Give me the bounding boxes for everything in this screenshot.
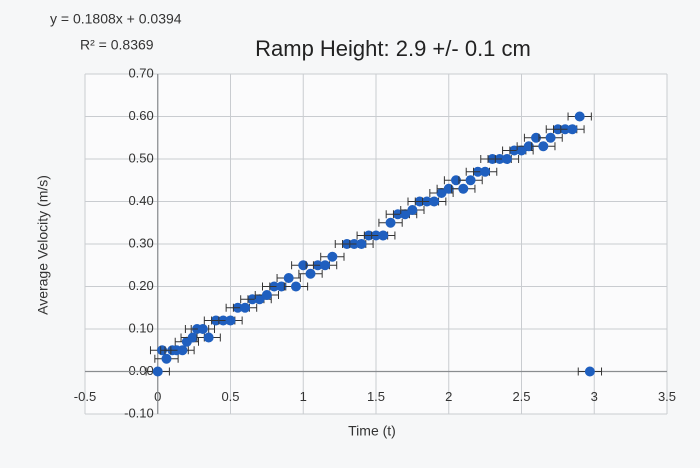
- data-point: [407, 205, 418, 215]
- data-point: [429, 196, 440, 207]
- data-point: [203, 332, 214, 343]
- y-tick-label: 0.30: [128, 235, 153, 250]
- x-tick-label: 1: [300, 389, 307, 404]
- y-tick-label: 0.40: [128, 193, 153, 208]
- x-axis-title: Time (t): [348, 423, 396, 439]
- data-point: [197, 324, 208, 334]
- y-tick-label: 0.70: [128, 65, 153, 80]
- y-tick-label: 0.50: [128, 150, 153, 165]
- data-point: [327, 251, 338, 262]
- data-point: [378, 230, 389, 241]
- x-tick-label: 2: [445, 389, 452, 404]
- chart-title: Ramp Height: 2.9 +/- 0.1 cm: [255, 36, 531, 61]
- data-point: [356, 239, 367, 249]
- x-tick-label: 3.5: [658, 389, 676, 404]
- y-tick-label: 0.00: [128, 363, 153, 378]
- data-point: [574, 111, 585, 122]
- data-point: [501, 154, 512, 164]
- data-point: [161, 353, 172, 364]
- y-tick-label: 0.10: [128, 320, 153, 335]
- data-point: [545, 132, 556, 143]
- data-point: [516, 145, 527, 156]
- data-point: [465, 175, 476, 186]
- data-point: [187, 332, 198, 343]
- y-axis-title: Average Velocity (m/s): [35, 175, 51, 315]
- data-point: [584, 366, 595, 377]
- data-point: [283, 273, 294, 283]
- data-point: [290, 281, 301, 292]
- y-tick-label: -0.10: [124, 405, 154, 420]
- data-point: [400, 209, 411, 220]
- x-tick-label: 3: [591, 389, 598, 404]
- data-point: [567, 124, 578, 135]
- data-point: [261, 290, 272, 300]
- data-point: [240, 302, 251, 313]
- data-point: [320, 260, 331, 271]
- data-point: [254, 294, 265, 305]
- r-squared-annotation: R² = 0.8369: [80, 37, 154, 53]
- x-tick-label: 0.5: [221, 389, 239, 404]
- data-point: [538, 141, 549, 152]
- equation-annotation: y = 0.1808x + 0.0394: [50, 11, 182, 27]
- x-tick-label: 1.5: [367, 389, 385, 404]
- data-point: [225, 315, 236, 326]
- x-tick-label: 2.5: [512, 389, 530, 404]
- data-point: [305, 268, 316, 279]
- data-point: [458, 183, 469, 194]
- x-tick-label: -0.5: [74, 389, 96, 404]
- data-point: [177, 345, 188, 356]
- y-tick-label: 0.60: [128, 108, 153, 123]
- data-point: [385, 217, 396, 228]
- y-tick-label: 0.20: [128, 278, 153, 293]
- data-point: [152, 366, 163, 377]
- data-point: [480, 166, 491, 177]
- data-point: [436, 188, 447, 198]
